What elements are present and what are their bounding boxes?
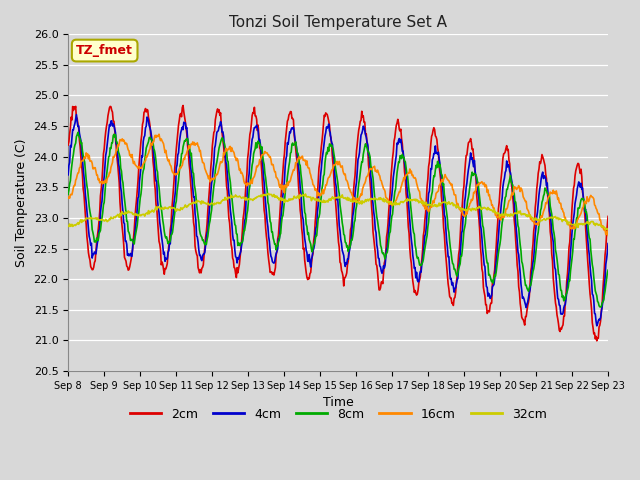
Title: Tonzi Soil Temperature Set A: Tonzi Soil Temperature Set A <box>229 15 447 30</box>
X-axis label: Time: Time <box>323 396 353 409</box>
Text: TZ_fmet: TZ_fmet <box>76 44 133 57</box>
Y-axis label: Soil Temperature (C): Soil Temperature (C) <box>15 138 28 267</box>
Legend: 2cm, 4cm, 8cm, 16cm, 32cm: 2cm, 4cm, 8cm, 16cm, 32cm <box>125 403 552 426</box>
